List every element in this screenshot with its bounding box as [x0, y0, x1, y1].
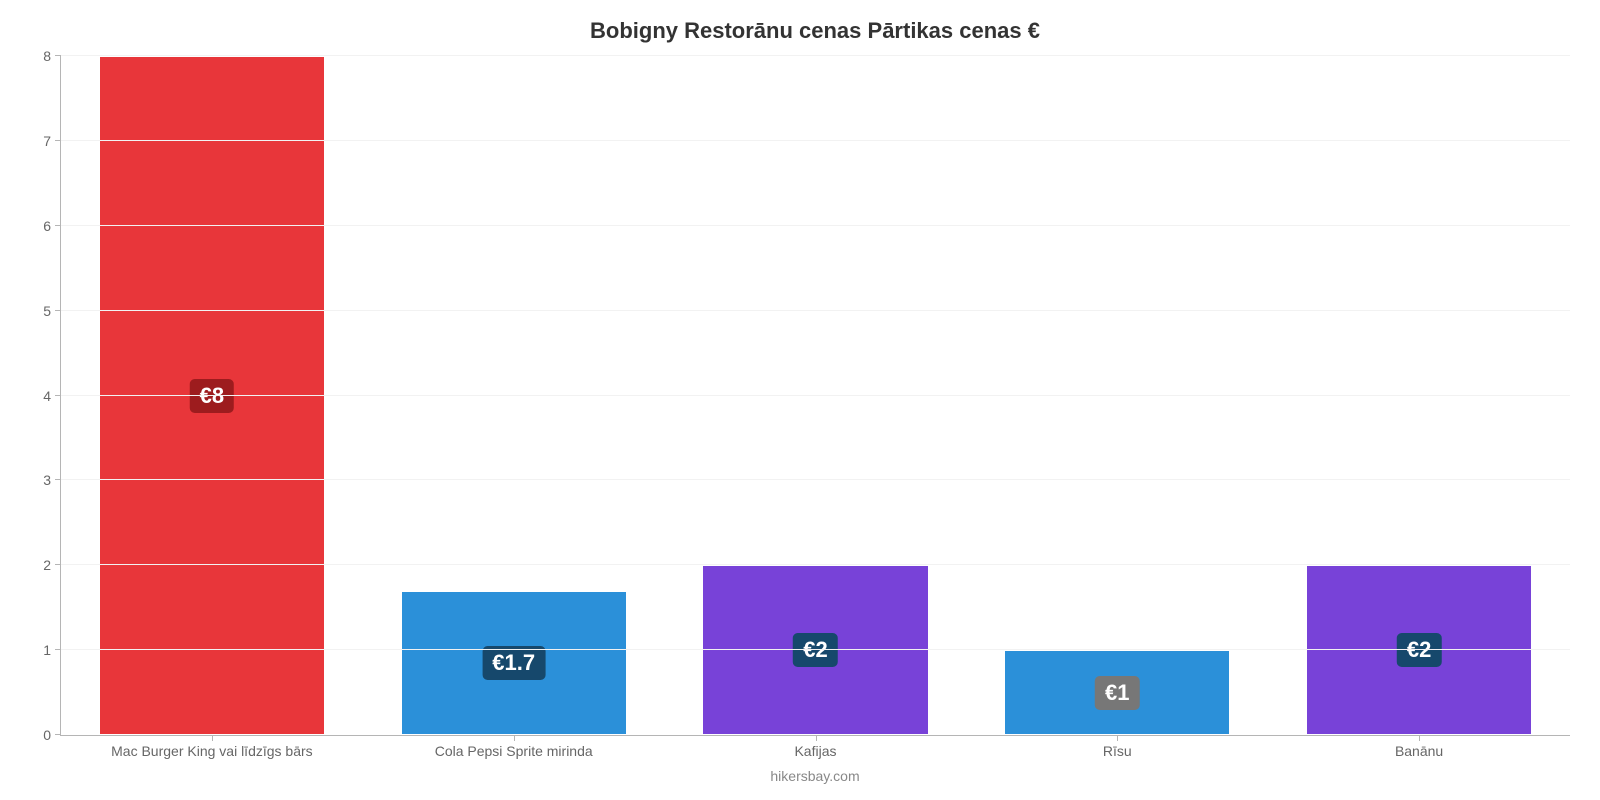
- bar-slot: €8: [61, 56, 363, 735]
- chart-subtitle: hikersbay.com: [60, 768, 1570, 784]
- y-tick-mark: [55, 140, 61, 141]
- grid-line: [61, 395, 1570, 396]
- y-tick-mark: [55, 649, 61, 650]
- chart-container: Bobigny Restorānu cenas Pārtikas cenas €…: [0, 0, 1600, 800]
- grid-line: [61, 140, 1570, 141]
- x-tick-mark: [514, 735, 515, 741]
- y-tick-label: 2: [43, 557, 51, 573]
- bar-slot: €2: [665, 56, 967, 735]
- y-tick-label: 6: [43, 218, 51, 234]
- x-axis-label: Cola Pepsi Sprite mirinda: [363, 743, 665, 759]
- value-badge: €1: [1095, 676, 1139, 710]
- bar-slot: €1.7: [363, 56, 665, 735]
- y-tick-mark: [55, 395, 61, 396]
- value-badge: €2: [1397, 633, 1441, 667]
- y-tick-label: 8: [43, 48, 51, 64]
- bar-slot: €1: [966, 56, 1268, 735]
- bar: €1.7: [401, 591, 627, 735]
- grid-line: [61, 649, 1570, 650]
- y-tick-label: 7: [43, 133, 51, 149]
- y-tick-mark: [55, 564, 61, 565]
- y-tick-label: 0: [43, 727, 51, 743]
- grid-line: [61, 55, 1570, 56]
- bar-slot: €2: [1268, 56, 1570, 735]
- y-tick-label: 5: [43, 303, 51, 319]
- value-badge: €8: [190, 379, 234, 413]
- bars-layer: €8 €1.7 €2 €1 €2: [61, 56, 1570, 735]
- x-axis-labels: Mac Burger King vai līdzīgs bārsCola Pep…: [61, 743, 1570, 759]
- y-tick-mark: [55, 479, 61, 480]
- x-tick-mark: [1419, 735, 1420, 741]
- grid-line: [61, 479, 1570, 480]
- grid-line: [61, 564, 1570, 565]
- y-tick-mark: [55, 225, 61, 226]
- x-axis-label: Kafijas: [665, 743, 967, 759]
- value-badge: €2: [793, 633, 837, 667]
- value-badge: €1.7: [482, 646, 545, 680]
- bar: €8: [99, 56, 325, 735]
- x-axis-label: Rīsu: [966, 743, 1268, 759]
- chart-plot-area: €8€1.7€2€1€2 Mac Burger King vai līdzīgs…: [60, 56, 1570, 736]
- y-tick-mark: [55, 55, 61, 56]
- grid-line: [61, 225, 1570, 226]
- bar: €1: [1004, 650, 1230, 735]
- bar: €2: [702, 565, 928, 735]
- y-tick-label: 1: [43, 642, 51, 658]
- y-tick-mark: [55, 310, 61, 311]
- grid-line: [61, 310, 1570, 311]
- y-tick-label: 3: [43, 472, 51, 488]
- x-axis-label: Banānu: [1268, 743, 1570, 759]
- x-tick-mark: [1117, 735, 1118, 741]
- y-tick-mark: [55, 734, 61, 735]
- chart-title: Bobigny Restorānu cenas Pārtikas cenas €: [60, 18, 1570, 44]
- x-axis-label: Mac Burger King vai līdzīgs bārs: [61, 743, 363, 759]
- x-tick-mark: [816, 735, 817, 741]
- y-tick-label: 4: [43, 388, 51, 404]
- x-tick-mark: [212, 735, 213, 741]
- bar: €2: [1306, 565, 1532, 735]
